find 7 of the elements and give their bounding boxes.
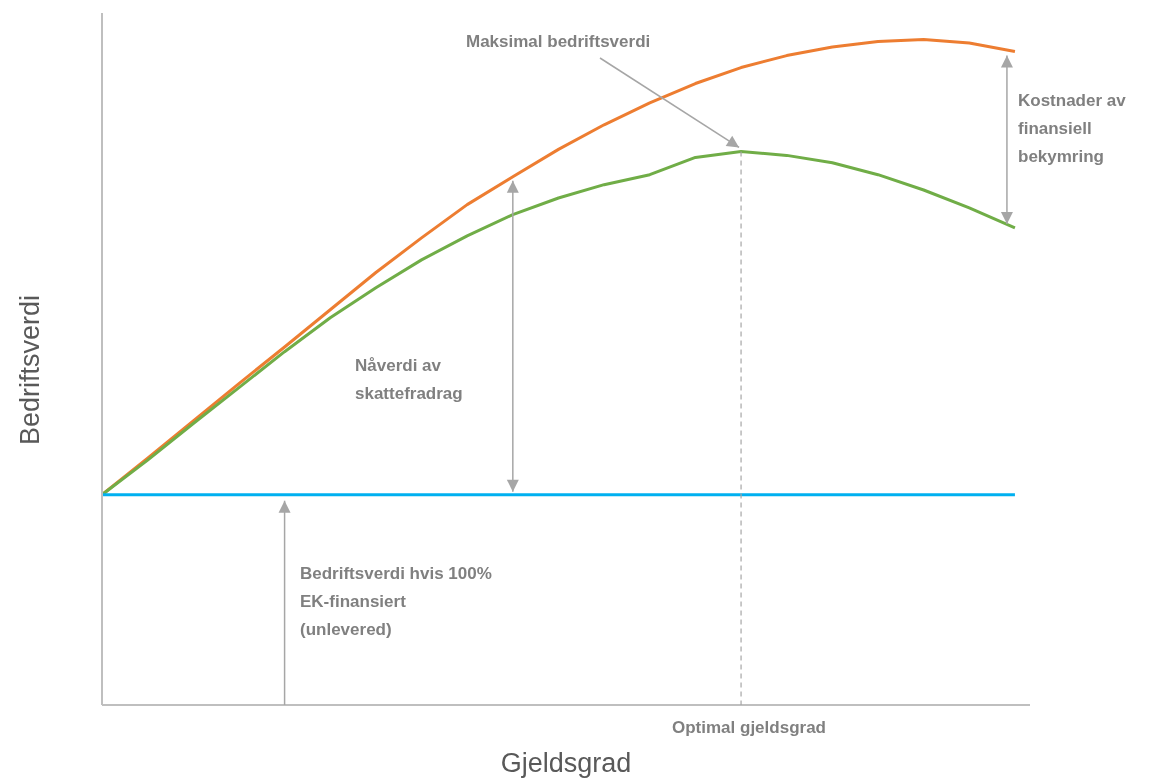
annotation: Nåverdi av skattefradrag bbox=[355, 355, 464, 405]
annotation: Bedriftsverdi hvis 100% EK-finansiert (unlevered) bbox=[300, 563, 493, 641]
text: Optimal gjeldsgrad bbox=[672, 717, 827, 739]
y-axis-title: Bedriftsverdi bbox=[14, 294, 46, 446]
annotation: Kostnader av finansiell bekymring bbox=[1018, 90, 1127, 168]
x-axis-title: Gjeldsgrad bbox=[499, 748, 633, 779]
annotation: Maksimal bedriftsverdi bbox=[466, 31, 652, 53]
